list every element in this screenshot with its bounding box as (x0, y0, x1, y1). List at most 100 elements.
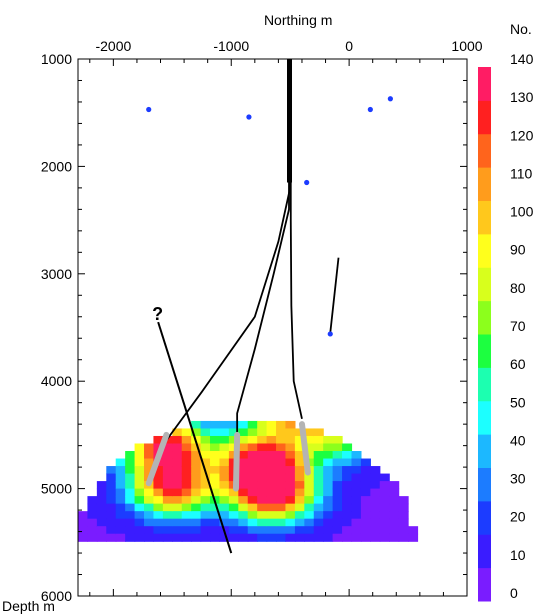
heatmap-cell (162, 518, 173, 527)
heatmap-cell (115, 466, 126, 475)
y-tick-label: 5000 (41, 481, 72, 497)
heatmap-cell (191, 428, 202, 437)
heatmap-cell (115, 503, 126, 512)
heatmap-cell (370, 466, 381, 475)
heatmap-cell (153, 443, 164, 452)
heatmap-cell (285, 443, 296, 452)
colorbar-swatch (478, 534, 491, 569)
heatmap-cell (134, 451, 145, 460)
heatmap-cell (247, 451, 258, 460)
treatment-stage (232, 431, 241, 492)
colorbar-swatch (478, 300, 491, 335)
heatmap-cell (162, 488, 173, 497)
heatmap-cell (125, 466, 136, 475)
heatmap-cell (266, 428, 277, 437)
heatmap-cell (313, 488, 324, 497)
heatmap-cell (332, 473, 343, 482)
heatmap-cell (257, 466, 268, 475)
heatmap-cell (285, 481, 296, 490)
heatmap-cell (313, 481, 324, 490)
heatmap-cell (219, 443, 230, 452)
heatmap-cell (181, 443, 192, 452)
heatmap-cell (332, 451, 343, 460)
heatmap-cell (257, 428, 268, 437)
heatmap-cell (276, 481, 287, 490)
heatmap-cell (106, 518, 117, 527)
heatmap-cell (219, 473, 230, 482)
heatmap-cell (370, 533, 381, 542)
heatmap-cell (144, 458, 155, 467)
heatmap-cell (191, 451, 202, 460)
heatmap-cell (247, 473, 258, 482)
heatmap-cell (228, 420, 239, 430)
heatmap-cell (172, 473, 183, 482)
heatmap-cell (266, 443, 277, 452)
colorbar-tick-label: 0 (510, 585, 518, 601)
heatmap-cell (125, 488, 136, 497)
heatmap-cell (379, 511, 390, 520)
heatmap-cell (200, 533, 211, 542)
heatmap-cell (342, 518, 353, 527)
heatmap-cell (285, 458, 296, 467)
heatmap-cell (351, 451, 362, 460)
colorbar-swatch (478, 467, 491, 502)
heatmap-cell (247, 428, 258, 437)
heatmap-cell (342, 488, 353, 497)
heatmap-cell (332, 503, 343, 512)
heatmap-cell (106, 466, 117, 475)
colorbar-tick-label: 30 (510, 471, 526, 487)
heatmap-cell (191, 420, 202, 430)
heatmap-cell (276, 458, 287, 467)
heatmap-cell (294, 428, 305, 437)
heatmap-cell (257, 488, 268, 497)
heatmap-cell (266, 503, 277, 512)
heatmap-cell (313, 466, 324, 475)
heatmap-cell (228, 518, 239, 527)
heatmap-cell (332, 481, 343, 490)
colorbar-swatch (478, 167, 491, 201)
heatmap-cell (172, 496, 183, 505)
heatmap-cell (134, 526, 145, 535)
colorbar-swatch (478, 500, 491, 535)
heatmap-cell (210, 511, 221, 520)
heatmap-cell (115, 526, 126, 535)
heatmap-cell (257, 496, 268, 505)
heatmap-cell (172, 458, 183, 467)
heatmap-cell (294, 526, 305, 535)
heatmap-cell (106, 511, 117, 520)
heatmap-cell (134, 466, 145, 475)
heatmap-cell (153, 435, 164, 445)
heatmap-cell (266, 435, 277, 445)
heatmap-cell (228, 503, 239, 512)
heatmap-cell (257, 503, 268, 512)
heatmap-cell (294, 496, 305, 505)
heatmap-cell (323, 473, 334, 482)
heatmap-cell (106, 481, 117, 490)
heatmap-cell (285, 533, 296, 542)
heatmap-cell (191, 466, 202, 475)
heatmap-cell (323, 488, 334, 497)
heatmap-cell (285, 526, 296, 535)
heatmap-cell (210, 518, 221, 527)
heatmap-cell (210, 466, 221, 475)
heatmap-cell (247, 488, 258, 497)
heatmap-cell (87, 511, 98, 520)
heatmap-cell (153, 466, 164, 475)
heatmap-cell (219, 481, 230, 490)
heatmap-cell (87, 533, 98, 542)
heatmap-cell (144, 503, 155, 512)
heatmap-cell (153, 511, 164, 520)
heatmap-cell (219, 488, 230, 497)
heatmap-cell (247, 503, 258, 512)
heatmap-cell (351, 533, 362, 542)
heatmap-cell (285, 428, 296, 437)
heatmap-cell (87, 496, 98, 505)
heatmap-cell (342, 526, 353, 535)
colorbar-swatch (478, 267, 491, 302)
heatmap-cell (78, 533, 89, 542)
heatmap-cell (257, 435, 268, 445)
heatmap-cell (219, 518, 230, 527)
heatmap-cell (360, 518, 371, 527)
heatmap-cell (342, 473, 353, 482)
heatmap-cell (115, 533, 126, 542)
